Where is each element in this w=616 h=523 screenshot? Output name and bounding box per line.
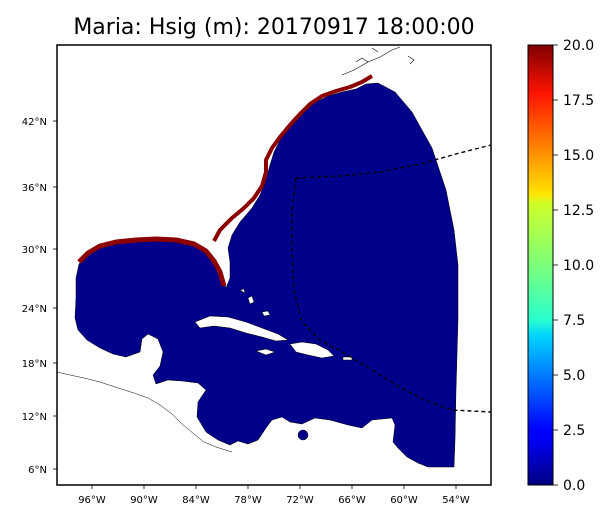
jamaica-land — [255, 348, 276, 356]
colorbar-tick-label: 7.5 — [563, 313, 585, 329]
lat-tick-label: 36°N — [22, 183, 47, 194]
lon-tick-label: 96°W — [78, 495, 106, 506]
lat-tick-label: 12°N — [22, 412, 47, 423]
lat-tick-label: 18°N — [22, 359, 47, 370]
longitude-tick-labels: 96°W 90°W 84°W 78°W 72°W 66°W 60°W 54°W — [78, 485, 470, 506]
lat-tick-label: 30°N — [22, 245, 47, 256]
lat-tick-label: 42°N — [22, 117, 47, 128]
lon-tick-label: 66°W — [338, 495, 366, 506]
coastlines — [194, 288, 353, 361]
puerto-rico-land — [342, 356, 353, 361]
lon-tick-label: 60°W — [390, 495, 418, 506]
bahamas-land — [239, 288, 271, 317]
central-america-coastline — [57, 371, 233, 453]
lat-tick-label: 24°N — [22, 304, 47, 315]
lon-tick-label: 72°W — [286, 495, 314, 506]
colorbar-tick-label: 2.5 — [563, 423, 585, 439]
colorbar-tick-label: 12.5 — [563, 203, 594, 219]
latitude-tick-labels: 42°N 36°N 30°N 24°N 18°N 12°N 6°N — [22, 117, 57, 476]
colorbar-tick-label: 15.0 — [563, 148, 594, 164]
lon-tick-label: 90°W — [130, 495, 158, 506]
lon-tick-label: 54°W — [442, 495, 470, 506]
map-title: Maria: Hsig (m): 20170917 18:00:00 — [73, 15, 474, 40]
island-dot — [297, 429, 309, 441]
lon-tick-label: 84°W — [182, 495, 210, 506]
colorbar-tick-label: 20.0 — [563, 38, 594, 54]
colorbar-tick-label: 5.0 — [563, 368, 585, 384]
hispaniola-land — [289, 341, 335, 359]
canada-coastline — [341, 46, 415, 76]
colorbar-tick-labels: 20.0 17.5 15.0 12.5 10.0 7.5 5.0 2.5 0.0 — [553, 38, 594, 494]
colorbar-tick-label: 10.0 — [563, 258, 594, 274]
colorbar-gradient — [527, 44, 554, 486]
domain-boundary-dashed — [291, 144, 491, 413]
cuba-land — [194, 315, 289, 342]
coastal-high-wave-band — [77, 74, 374, 287]
map-panel — [57, 45, 491, 485]
colorbar: 20.0 17.5 15.0 12.5 10.0 7.5 5.0 2.5 0.0 — [527, 38, 594, 494]
lat-tick-label: 6°N — [28, 465, 47, 476]
lon-tick-label: 78°W — [234, 495, 262, 506]
colorbar-tick-label: 17.5 — [563, 93, 594, 109]
map-frame — [56, 44, 492, 486]
wave-height-field — [74, 82, 459, 468]
colorbar-tick-label: 0.0 — [563, 478, 585, 494]
